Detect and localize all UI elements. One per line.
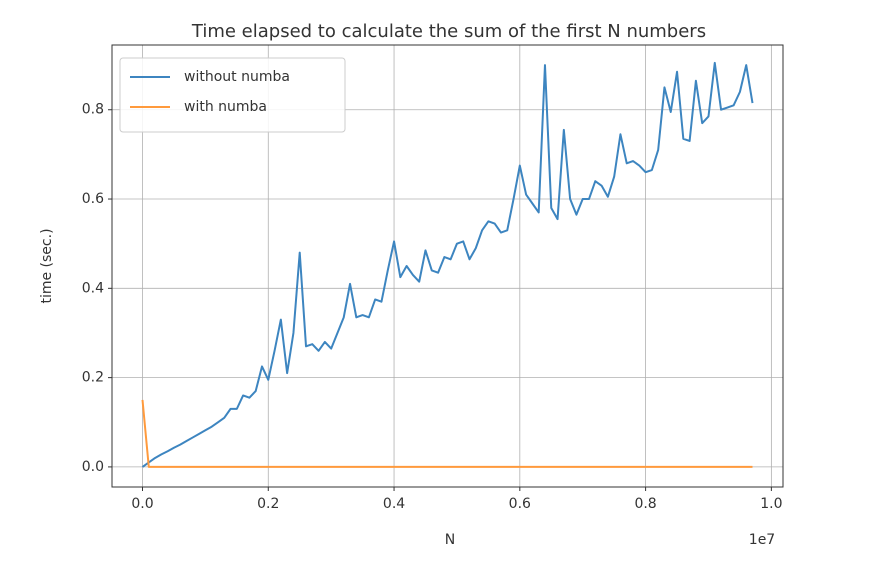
x-tick-label: 0.0 (131, 496, 153, 512)
x-tick-label: 0.8 (634, 496, 656, 512)
x-tick-label: 0.6 (509, 496, 531, 512)
y-tick-label: 0.2 (82, 370, 104, 386)
legend-label: without numba (184, 69, 290, 85)
data-line (141, 61, 754, 468)
y-axis-label: time (sec.) (39, 228, 55, 303)
plot-frame (111, 44, 784, 488)
y-tick-label: 0.0 (82, 459, 104, 475)
legend-label: with numba (184, 99, 267, 115)
chart-title: Time elapsed to calculate the sum of the… (191, 21, 706, 42)
data-line (141, 399, 753, 468)
y-tick-label: 0.6 (82, 191, 104, 207)
x-tick-label: 1.0 (760, 496, 782, 512)
x-tick-label: 0.4 (383, 496, 405, 512)
legend-box (119, 57, 346, 133)
x-axis-label: N (445, 532, 455, 548)
x-tick-label: 0.2 (257, 496, 279, 512)
y-tick-label: 0.8 (82, 102, 104, 118)
y-tick-label: 0.4 (82, 280, 104, 296)
x-offset-label: 1e7 (749, 532, 775, 548)
